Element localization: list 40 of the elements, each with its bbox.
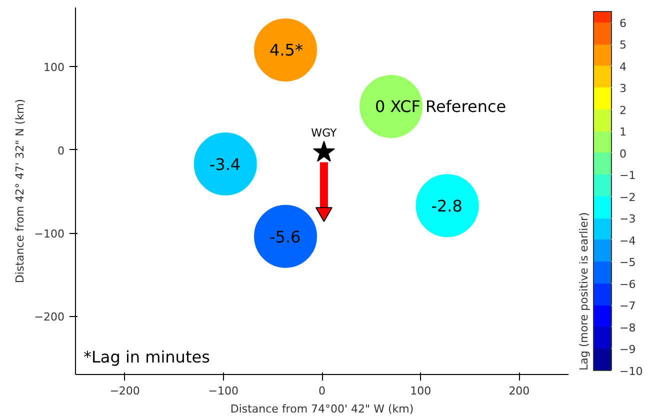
color-bar-label: −9	[620, 343, 636, 356]
color-bar-label: 6	[620, 16, 626, 30]
x-tick-label: −100	[208, 384, 239, 398]
point	[254, 204, 318, 268]
x-tick-label: 100	[410, 384, 432, 398]
color-bar-label: −7	[620, 300, 636, 313]
y-tick-label: −100	[34, 228, 65, 241]
y-tick-label: 0	[58, 144, 64, 158]
color-bar-label: 3	[620, 82, 626, 96]
annotation: 4.5*	[270, 40, 303, 60]
color-bar-label: 1	[620, 126, 626, 139]
annotation: -3.4	[209, 154, 241, 174]
point	[194, 132, 257, 196]
x-tick-label: 0	[318, 384, 326, 398]
y-tick-label: 100	[44, 61, 65, 74]
color-bar-label: −5	[620, 256, 636, 270]
color-bar-label: −2	[620, 190, 636, 204]
color-bar-title: Lag (more positive is earlier)	[578, 212, 590, 370]
annotation: 0 XCF Reference	[375, 97, 506, 116]
color-bar-label: 5	[620, 38, 626, 52]
color-bar-label: −1	[620, 169, 636, 182]
color-bar-label: 4	[620, 60, 626, 74]
point	[416, 174, 479, 237]
color-bar-label: 2	[620, 104, 626, 117]
x-tick-label: 200	[508, 384, 530, 398]
x-tick-label: −200	[110, 384, 140, 398]
annotation: *Lag in minutes	[84, 348, 210, 366]
color-bar-label: −3	[620, 212, 636, 226]
series-label: WGY	[311, 126, 338, 140]
color-bar-label: 0	[620, 147, 626, 160]
color-bar-label: −8	[620, 321, 636, 334]
point	[313, 140, 335, 162]
y-tick-label: −200	[34, 310, 65, 324]
x-axis-title: Distance from 74°00' 42" W (km)	[230, 402, 414, 416]
color-bar-label: −4	[620, 234, 636, 248]
annotation: -5.6	[270, 227, 301, 246]
annotation: -2.8	[431, 196, 462, 216]
color-bar-label: −10	[620, 365, 643, 378]
color-bar-label: −6	[620, 278, 636, 291]
y-axis-title: Distance from 42° 47' 32" N (km)	[13, 98, 26, 284]
